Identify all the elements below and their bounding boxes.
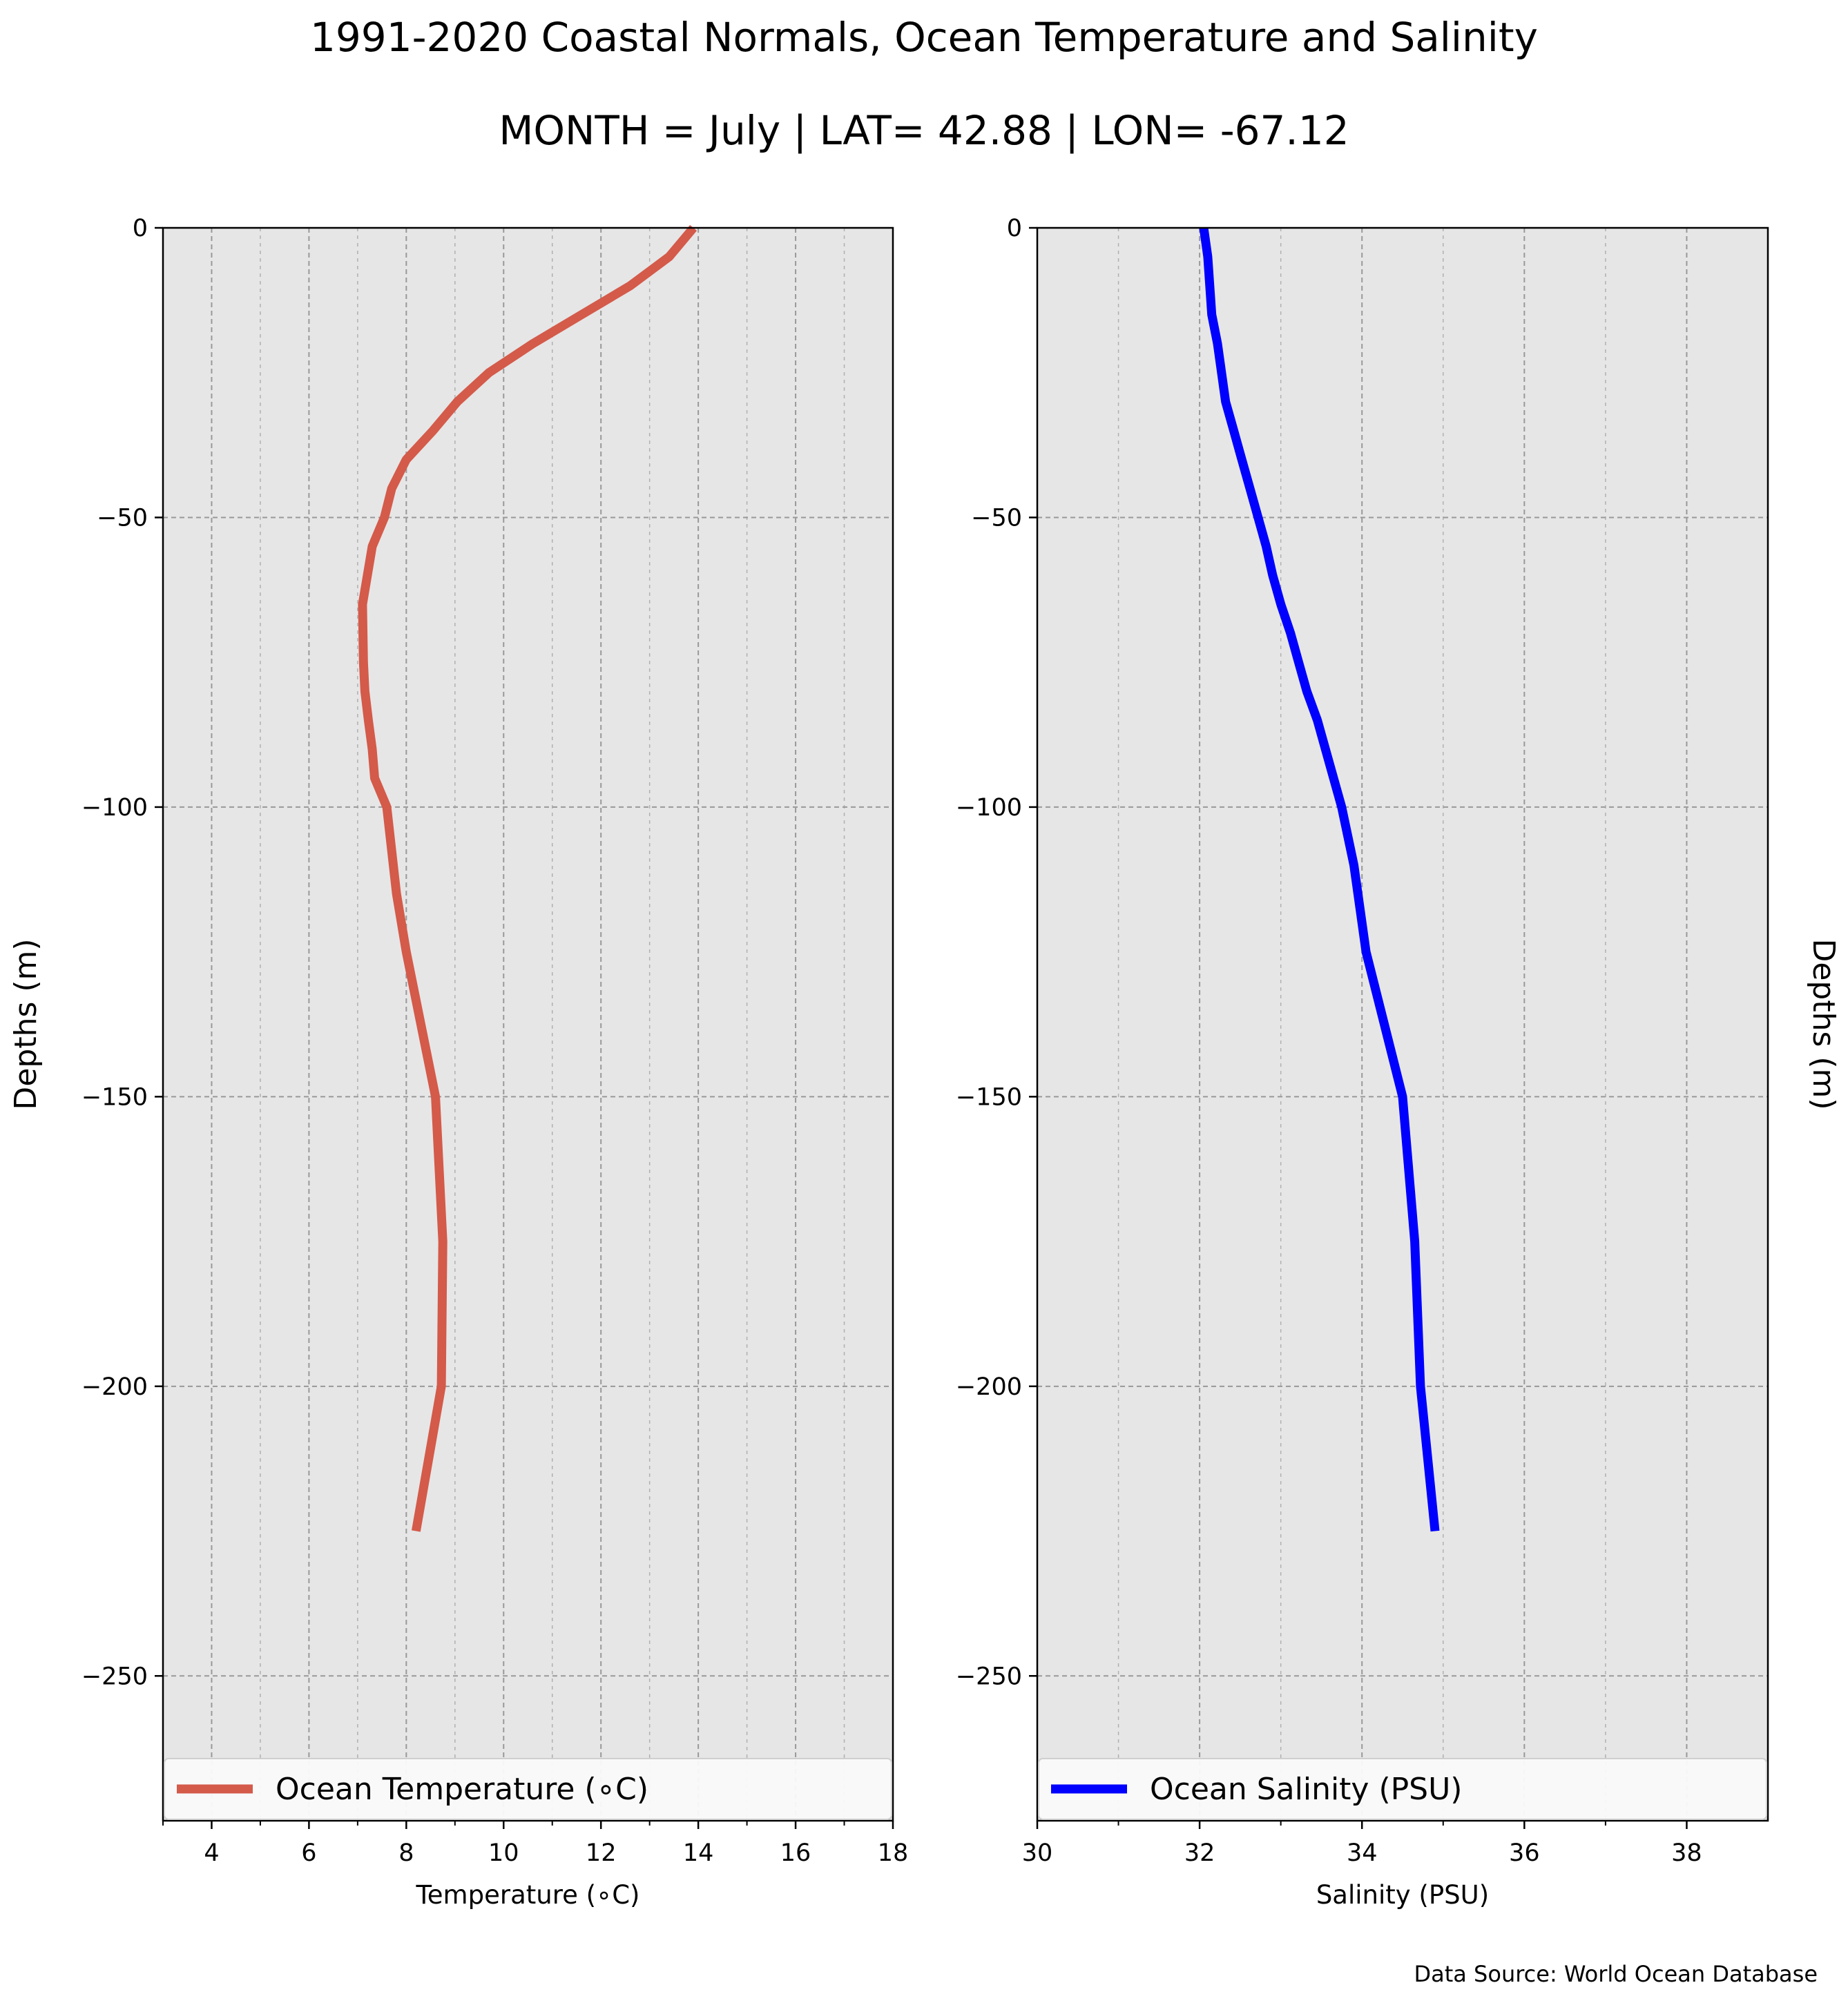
x-tick-label: 8 xyxy=(398,1839,414,1867)
x-tick-label: 14 xyxy=(683,1839,714,1867)
x-tick-label: 18 xyxy=(878,1839,909,1867)
x-axis-label: Salinity (PSU) xyxy=(1316,1880,1489,1910)
chart-title: 1991-2020 Coastal Normals, Ocean Tempera… xyxy=(310,14,1538,61)
legend-label: Ocean Temperature (∘C) xyxy=(276,1772,648,1807)
x-tick-label: 10 xyxy=(488,1839,519,1867)
y-tick-label: −100 xyxy=(956,794,1022,822)
temperature-panel: 0 −50 −100 −150 −200 −250 4 6 8 10 12 14 16 18 Tempera… xyxy=(8,215,908,1910)
legend-box xyxy=(164,1758,892,1820)
x-axis-label: Temperature (∘C) xyxy=(415,1880,639,1910)
axes-frame xyxy=(1036,226,1769,1822)
x-tick-label: 4 xyxy=(204,1839,219,1867)
legend: Ocean Temperature (∘C) xyxy=(164,1758,892,1820)
axes-frame xyxy=(162,226,894,1822)
legend: Ocean Salinity (PSU) xyxy=(1038,1758,1767,1820)
y-tick-label: −200 xyxy=(81,1373,148,1401)
x-tick-label: 32 xyxy=(1184,1839,1215,1867)
data-source-note: Data Source: World Ocean Database xyxy=(1414,1961,1818,1987)
y-tick-label: −200 xyxy=(956,1373,1022,1401)
y-tick-label: 0 xyxy=(133,215,148,242)
x-tick-label: 30 xyxy=(1022,1839,1053,1867)
y-tick-label: −150 xyxy=(81,1083,148,1111)
y-tick-label: −50 xyxy=(971,504,1022,532)
y-tick-label: −50 xyxy=(97,504,148,532)
panel-background xyxy=(1037,228,1768,1821)
y-tick-label: −250 xyxy=(81,1663,148,1690)
y-axis-label: Depths (m) xyxy=(1806,938,1841,1110)
x-tick-label: 34 xyxy=(1347,1839,1378,1867)
y-tick-label: 0 xyxy=(1007,215,1022,242)
legend-label: Ocean Salinity (PSU) xyxy=(1150,1772,1462,1807)
x-tick-label: 6 xyxy=(301,1839,316,1867)
y-tick-label: −100 xyxy=(81,794,148,822)
panel-background xyxy=(163,228,893,1821)
x-tick-label: 38 xyxy=(1671,1839,1702,1867)
series-line xyxy=(358,224,697,1532)
x-tick-label: 36 xyxy=(1509,1839,1540,1867)
chart-subtitle: MONTH = July | LAT= 42.88 | LON= -67.12 xyxy=(499,107,1349,154)
x-tick-label: 16 xyxy=(780,1839,811,1867)
y-tick-label: −250 xyxy=(956,1663,1022,1690)
y-tick-label: −150 xyxy=(956,1083,1022,1111)
salinity-panel: 0 −50 −100 −150 −200 −250 30 32 34 36 38 Salinity (… xyxy=(956,215,1841,1910)
x-tick-label: 12 xyxy=(586,1839,617,1867)
legend-box xyxy=(1038,1758,1767,1820)
series-line xyxy=(1199,227,1440,1532)
y-axis-label: Depths (m) xyxy=(8,938,44,1110)
